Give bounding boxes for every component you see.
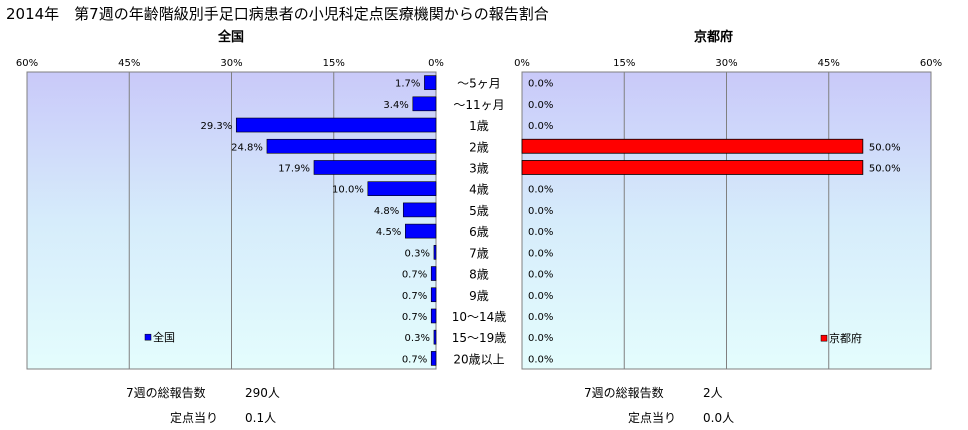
- right-tick-label: 0%: [514, 58, 530, 69]
- national-value-label: 4.8%: [374, 206, 399, 217]
- national-value-label: 3.4%: [383, 100, 408, 111]
- national-bar: [266, 138, 437, 154]
- national-bar: [402, 202, 437, 218]
- kyoto-value-label: 50.0%: [869, 163, 901, 174]
- kyoto-value-label: 0.0%: [528, 185, 553, 196]
- national-value-label: 24.8%: [231, 142, 263, 153]
- kyoto-value-label: 0.0%: [528, 227, 553, 238]
- national-value-label: 0.3%: [405, 248, 430, 259]
- national-bar: [405, 223, 437, 239]
- category-label: 15～19歳: [452, 331, 507, 345]
- national-bar: [433, 329, 437, 345]
- kyoto-value-label: 0.0%: [528, 270, 553, 281]
- national-value-label: 0.7%: [402, 270, 427, 281]
- right-tick-label: 30%: [715, 58, 737, 69]
- national-value-label: 29.3%: [200, 121, 232, 132]
- right-tick-label: 15%: [613, 58, 635, 69]
- national-value-label: 17.9%: [278, 163, 310, 174]
- kyoto-value-label: 0.0%: [528, 333, 553, 344]
- category-label: 4歳: [469, 183, 489, 197]
- left-tick-label: 45%: [118, 58, 140, 69]
- kyoto-total-value: 2人: [703, 386, 723, 400]
- kyoto-value-label: 0.0%: [528, 248, 553, 259]
- kyoto-value-label: 0.0%: [528, 354, 553, 365]
- national-bar: [313, 160, 437, 175]
- left-tick-label: 15%: [323, 58, 345, 69]
- category-label: 6歳: [469, 225, 489, 239]
- category-label: 5歳: [469, 204, 489, 218]
- category-label: ～11ヶ月: [453, 98, 504, 112]
- kyoto-value-label: 0.0%: [528, 79, 553, 90]
- kyoto-per-value: 0.0人: [703, 411, 735, 425]
- national-bar: [430, 351, 437, 366]
- category-label: 10～14歳: [452, 310, 507, 324]
- kyoto-total-label: 7週の総報告数: [584, 386, 664, 400]
- kyoto-legend-swatch: [820, 334, 828, 342]
- page-title: 2014年 第7週の年齢階級別手足口病患者の小児科定点医療機関からの報告割合: [6, 5, 549, 23]
- national-bar: [412, 96, 437, 112]
- national-total-label: 7週の総報告数: [126, 386, 206, 400]
- category-label: 3歳: [469, 161, 489, 175]
- national-total-value: 290人: [245, 386, 280, 400]
- national-bar: [433, 245, 437, 260]
- national-value-label: 10.0%: [332, 185, 364, 196]
- national-value-label: 1.7%: [395, 79, 420, 90]
- national-value-label: 0.7%: [402, 354, 427, 365]
- national-per-value: 0.1人: [245, 411, 277, 425]
- left-panel-title: 全国: [218, 30, 245, 45]
- kyoto-bar: [521, 138, 864, 154]
- national-legend-label: 全国: [153, 330, 175, 344]
- category-label: 7歳: [469, 246, 489, 260]
- kyoto-value-label: 0.0%: [528, 312, 553, 323]
- national-per-label: 定点当り: [170, 411, 219, 425]
- left-tick-label: 30%: [220, 58, 242, 69]
- kyoto-bar: [521, 160, 864, 175]
- category-label: 20歳以上: [453, 352, 504, 366]
- category-label: ～5ヶ月: [457, 77, 501, 91]
- right-panel-title: 京都府: [694, 30, 734, 45]
- category-label: 1歳: [469, 119, 489, 133]
- kyoto-value-label: 0.0%: [528, 100, 553, 111]
- national-legend-swatch: [144, 333, 152, 341]
- national-bar: [430, 308, 437, 324]
- national-value-label: 0.3%: [405, 333, 430, 344]
- national-bar: [430, 287, 437, 303]
- category-label: 2歳: [469, 140, 489, 154]
- right-tick-label: 60%: [920, 58, 942, 69]
- category-label: 9歳: [469, 289, 489, 303]
- right-tick-label: 45%: [818, 58, 840, 69]
- national-bar: [430, 266, 437, 281]
- national-bar: [235, 117, 437, 133]
- national-bar: [424, 75, 437, 90]
- kyoto-legend-label: 京都府: [829, 331, 862, 345]
- left-tick-label: 60%: [16, 58, 38, 69]
- kyoto-value-label: 0.0%: [528, 121, 553, 132]
- national-value-label: 0.7%: [402, 291, 427, 302]
- national-bar: [367, 181, 437, 196]
- national-value-label: 0.7%: [402, 312, 427, 323]
- kyoto-value-label: 0.0%: [528, 291, 553, 302]
- left-tick-label: 0%: [428, 58, 444, 69]
- category-label: 8歳: [469, 268, 489, 282]
- kyoto-value-label: 0.0%: [528, 206, 553, 217]
- national-value-label: 4.5%: [376, 227, 401, 238]
- kyoto-value-label: 50.0%: [869, 142, 901, 153]
- kyoto-per-label: 定点当り: [628, 411, 677, 425]
